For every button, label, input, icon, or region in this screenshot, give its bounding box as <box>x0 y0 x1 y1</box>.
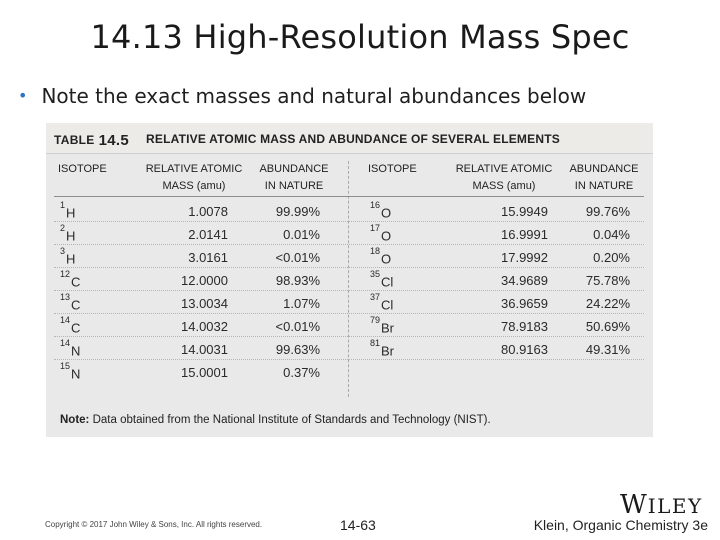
abundance-cell: 99.76% <box>585 204 630 219</box>
table-row: 15N 15.0001 0.37% <box>46 361 653 385</box>
mass-cell: 16.9991 <box>501 227 548 242</box>
mass-cell: 14.0032 <box>181 319 228 334</box>
wiley-logo: WILEY <box>620 490 703 520</box>
isotope-cell: 15N <box>60 361 81 382</box>
table-row: 14C 14.0032 <0.01% 79Br 78.9183 50.69% <box>46 315 653 339</box>
abundance-cell: 0.37% <box>283 365 320 380</box>
mass-cell: 12.0000 <box>181 273 228 288</box>
col-header-abundance-left: ABUNDANCE IN NATURE <box>259 163 329 192</box>
isotope-cell: 14N <box>60 338 81 359</box>
copyright: Copyright © 2017 John Wiley & Sons, Inc.… <box>45 520 263 529</box>
mass-cell: 17.9992 <box>501 250 548 265</box>
col-header-mass-left: RELATIVE ATOMIC MASS (amu) <box>145 163 243 192</box>
mass-cell: 78.9183 <box>501 319 548 334</box>
mass-cell: 15.0001 <box>181 365 228 380</box>
abundance-cell: 99.99% <box>275 204 320 219</box>
isotope-table: TABLE 14.5 RELATIVE ATOMIC MASS AND ABUND… <box>46 123 653 437</box>
isotope-cell: 35Cl <box>370 269 394 290</box>
mass-cell: 2.0141 <box>188 227 228 242</box>
col-header-isotope-right: ISOTOPE <box>368 163 417 175</box>
abundance-cell: 50.69% <box>585 319 630 334</box>
mass-cell: 14.0031 <box>181 342 228 357</box>
table-row: 2H 2.0141 0.01% 17O 16.9991 0.04% <box>46 223 653 247</box>
row-divider <box>54 336 644 337</box>
abundance-cell: 1.07% <box>283 296 320 311</box>
isotope-cell: 12C <box>60 269 81 290</box>
isotope-cell: 18O <box>370 246 392 267</box>
mass-cell: 13.0034 <box>181 296 228 311</box>
mass-cell: 36.9659 <box>501 296 548 311</box>
abundance-cell: 49.31% <box>585 342 630 357</box>
abundance-cell: <0.01% <box>275 319 320 334</box>
mass-cell: 15.9949 <box>501 204 548 219</box>
table-row: 12C 12.0000 98.93% 35Cl 34.9689 75.78% <box>46 269 653 293</box>
table-row: 3H 3.0161 <0.01% 18O 17.9992 0.20% <box>46 246 653 270</box>
table-caption: RELATIVE ATOMIC MASS AND ABUNDANCE OF SE… <box>146 132 560 146</box>
abundance-cell: 0.04% <box>593 227 630 242</box>
isotope-cell: 79Br <box>370 315 395 336</box>
bullet-text: Note the exact masses and natural abunda… <box>41 84 587 108</box>
col-header-abundance-right: ABUNDANCE IN NATURE <box>569 163 639 192</box>
abundance-cell: 99.63% <box>275 342 320 357</box>
row-divider <box>54 290 644 291</box>
isotope-cell: 1H <box>60 200 76 221</box>
row-divider <box>54 313 644 314</box>
slide-title: 14.13 High-Resolution Mass Spec <box>90 18 630 56</box>
table-label: TABLE 14.5 <box>54 132 130 149</box>
isotope-cell: 81Br <box>370 338 395 359</box>
table-note: Note: Data obtained from the National In… <box>60 414 491 426</box>
table-row: 13C 13.0034 1.07% 37Cl 36.9659 24.22% <box>46 292 653 316</box>
table-number: 14.5 <box>98 132 130 149</box>
isotope-cell: 3H <box>60 246 76 267</box>
row-divider <box>54 267 644 268</box>
col-header-isotope-left: ISOTOPE <box>58 163 107 175</box>
row-divider <box>54 221 644 222</box>
abundance-cell: 24.22% <box>585 296 630 311</box>
isotope-cell: 17O <box>370 223 392 244</box>
col-header-mass-right: RELATIVE ATOMIC MASS (amu) <box>455 163 553 192</box>
mass-cell: 80.9163 <box>501 342 548 357</box>
bullet-icon: • <box>18 86 28 105</box>
isotope-cell: 2H <box>60 223 76 244</box>
row-divider <box>54 244 644 245</box>
book-reference: Klein, Organic Chemistry 3e <box>533 517 708 533</box>
abundance-cell: 98.93% <box>275 273 320 288</box>
abundance-cell: 75.78% <box>585 273 630 288</box>
mass-cell: 3.0161 <box>188 250 228 265</box>
table-header-bar: TABLE 14.5 RELATIVE ATOMIC MASS AND ABUND… <box>46 123 653 154</box>
abundance-cell: 0.01% <box>283 227 320 242</box>
header-rule <box>54 196 644 197</box>
isotope-cell: 16O <box>370 200 392 221</box>
table-row: 14N 14.0031 99.63% 81Br 80.9163 49.31% <box>46 338 653 362</box>
column-divider <box>348 161 349 397</box>
bullet-point: • Note the exact masses and natural abund… <box>18 84 586 108</box>
page-number: 14-63 <box>340 517 376 533</box>
mass-cell: 34.9689 <box>501 273 548 288</box>
abundance-cell: <0.01% <box>275 250 320 265</box>
isotope-cell: 37Cl <box>370 292 394 313</box>
mass-cell: 1.0078 <box>188 204 228 219</box>
isotope-cell: 13C <box>60 292 81 313</box>
row-divider <box>54 359 644 360</box>
isotope-cell: 14C <box>60 315 81 336</box>
table-row: 1H 1.0078 99.99% 16O 15.9949 99.76% <box>46 200 653 224</box>
abundance-cell: 0.20% <box>593 250 630 265</box>
